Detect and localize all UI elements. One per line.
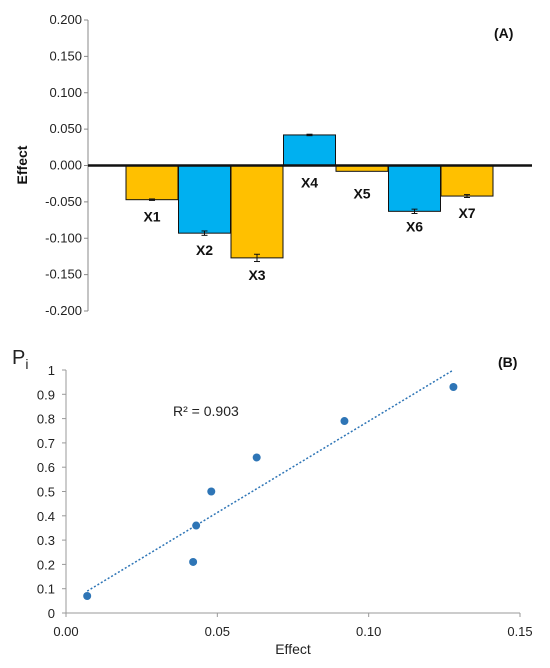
bar-label-x7: X7 xyxy=(458,205,475,221)
y-tick-label: 0.7 xyxy=(37,436,55,451)
x-tick-label: 0.15 xyxy=(507,624,532,639)
bar-label-x2: X2 xyxy=(196,242,213,258)
y-tick-label: 0.050 xyxy=(49,121,82,136)
x-tick-label: 0.00 xyxy=(53,624,78,639)
bar-x2 xyxy=(178,165,231,234)
y-tick-label: 0.1 xyxy=(37,582,55,597)
x-tick-label: 0.10 xyxy=(356,624,381,639)
data-point-4 xyxy=(207,487,216,496)
y-tick-label: 0.2 xyxy=(37,557,55,572)
bar-label-x4: X4 xyxy=(301,175,318,191)
bar-x7 xyxy=(440,165,494,197)
y-tick-label: -0.200 xyxy=(45,303,82,318)
data-point-7 xyxy=(449,383,458,392)
panel-label-b: (B) xyxy=(498,354,517,370)
trendline xyxy=(86,369,454,592)
bar-x1 xyxy=(125,165,179,201)
y-tick-label: 0.8 xyxy=(37,412,55,427)
bar-x6 xyxy=(388,165,441,212)
data-point-6 xyxy=(340,417,349,426)
y-tick-label: 0 xyxy=(48,606,55,621)
y-tick-label: 0.6 xyxy=(37,460,55,475)
scatter-chart-b: 0 0.1 0.2 0.3 0.4 0.5 0.6 0.7 0.8 0.9 1 0.00 0.05 0.1… xyxy=(12,347,533,657)
y-tick-label: -0.150 xyxy=(45,267,82,282)
y-tick-label: 0.5 xyxy=(37,485,55,500)
bar-label-x5: X5 xyxy=(353,186,370,202)
r-squared-label: R² = 0.903 xyxy=(173,403,239,419)
y-tick-label: 0.3 xyxy=(37,533,55,548)
y-tick-label: -0.100 xyxy=(45,230,82,245)
bar-label-x3: X3 xyxy=(248,267,265,283)
y-axis-title-main: P xyxy=(12,347,25,369)
y-axis-title: Pi xyxy=(12,347,28,372)
y-tick-label: 0.100 xyxy=(49,85,82,100)
y-tick-label: 0.9 xyxy=(37,387,55,402)
y-tick-label: -0.050 xyxy=(45,194,82,209)
data-point-5 xyxy=(252,453,261,462)
bar-chart-a: 0.200 0.150 0.100 0.050 0.000 -0.050 -0.100 -0.… xyxy=(14,12,532,318)
y-axis-title: Effect xyxy=(14,145,30,184)
y-tick-label: 0.000 xyxy=(49,158,82,173)
y-tick-label: 0.4 xyxy=(37,509,55,524)
y-tick-label: 0.200 xyxy=(49,12,82,27)
x-axis-title: Effect xyxy=(275,641,311,657)
panel-label-a: (A) xyxy=(494,25,513,41)
y-axis-title-subscript: i xyxy=(25,356,28,372)
bar-label-x6: X6 xyxy=(406,218,423,234)
data-point-3 xyxy=(192,521,201,530)
y-tick-label: 1 xyxy=(48,363,55,378)
x-tick-label: 0.05 xyxy=(205,624,230,639)
data-point-2 xyxy=(189,557,198,566)
bar-x3 xyxy=(230,165,284,259)
data-point-1 xyxy=(83,591,92,600)
y-tick-label: 0.150 xyxy=(49,48,82,63)
bar-label-x1: X1 xyxy=(143,209,160,225)
bar-x4 xyxy=(283,134,336,167)
